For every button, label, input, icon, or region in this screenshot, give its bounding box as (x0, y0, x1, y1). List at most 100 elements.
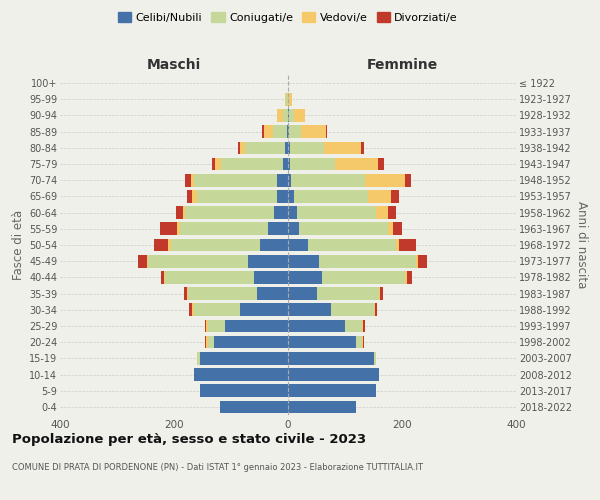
Bar (288, 368, 379, 381)
Bar (205, 336, 206, 348)
Bar (301, 126, 326, 138)
Bar (185, 206, 274, 219)
Bar (221, 158, 283, 170)
Bar (397, 238, 399, 252)
Bar (226, 320, 288, 332)
Bar (288, 271, 322, 283)
Bar (308, 238, 397, 252)
Bar (284, 93, 286, 106)
Bar (361, 142, 364, 154)
Bar (407, 271, 412, 283)
Bar (274, 206, 288, 219)
Bar (378, 158, 384, 170)
Bar (166, 271, 254, 283)
Bar (248, 255, 288, 268)
Bar (405, 271, 407, 283)
Bar (208, 320, 226, 332)
Bar (288, 352, 373, 364)
Bar (254, 271, 288, 283)
Bar (184, 288, 187, 300)
Bar (194, 368, 288, 381)
Bar (220, 400, 288, 413)
Bar (168, 238, 171, 252)
Bar (148, 255, 248, 268)
Bar (345, 320, 362, 332)
Bar (363, 336, 364, 348)
Bar (296, 206, 376, 219)
Bar (212, 158, 215, 170)
Bar (208, 336, 214, 348)
Bar (176, 206, 182, 219)
Bar (138, 255, 146, 268)
Bar (288, 206, 296, 219)
Bar (291, 174, 365, 186)
Bar (264, 126, 272, 138)
Y-axis label: Fasce di età: Fasce di età (11, 210, 25, 280)
Bar (285, 142, 288, 154)
Bar (260, 238, 288, 252)
Bar (288, 158, 290, 170)
Bar (379, 288, 380, 300)
Bar (277, 190, 288, 202)
Bar (239, 304, 288, 316)
Bar (324, 142, 361, 154)
Bar (418, 255, 427, 268)
Legend: Celibi/Nubili, Coniugati/e, Vedovi/e, Divorziati/e: Celibi/Nubili, Coniugati/e, Vedovi/e, Di… (113, 8, 463, 28)
Bar (205, 320, 206, 332)
Bar (289, 93, 292, 106)
Bar (187, 288, 188, 300)
Bar (283, 109, 288, 122)
Bar (399, 238, 416, 252)
Bar (194, 304, 239, 316)
Bar (290, 158, 335, 170)
Bar (405, 174, 410, 186)
Bar (239, 142, 245, 154)
Bar (288, 126, 289, 138)
Bar (197, 352, 200, 364)
Bar (287, 126, 288, 138)
Bar (376, 206, 388, 219)
Bar (416, 255, 418, 268)
Bar (362, 336, 363, 348)
Bar (185, 174, 191, 186)
Bar (257, 288, 288, 300)
Bar (192, 304, 194, 316)
Bar (262, 126, 264, 138)
Bar (289, 109, 294, 122)
Bar (388, 222, 394, 235)
Bar (388, 206, 397, 219)
Bar (160, 222, 177, 235)
Bar (288, 109, 289, 122)
Bar (391, 190, 399, 202)
Bar (288, 320, 345, 332)
Bar (288, 400, 356, 413)
Bar (288, 93, 289, 106)
Bar (187, 190, 192, 202)
Bar (188, 288, 257, 300)
Bar (238, 142, 239, 154)
Bar (317, 288, 379, 300)
Bar (289, 126, 301, 138)
Bar (288, 238, 308, 252)
Text: Maschi: Maschi (147, 58, 201, 72)
Bar (182, 206, 185, 219)
Bar (331, 304, 373, 316)
Bar (365, 174, 405, 186)
Bar (288, 304, 331, 316)
Bar (191, 174, 194, 186)
Bar (200, 352, 288, 364)
Y-axis label: Anni di nascita: Anni di nascita (575, 202, 589, 288)
Bar (194, 174, 277, 186)
Bar (288, 336, 356, 348)
Bar (322, 271, 405, 283)
Bar (283, 158, 288, 170)
Bar (206, 336, 208, 348)
Bar (288, 190, 294, 202)
Bar (362, 320, 363, 332)
Bar (299, 222, 388, 235)
Bar (268, 222, 288, 235)
Bar (288, 384, 376, 397)
Bar (245, 142, 285, 154)
Bar (180, 222, 268, 235)
Bar (161, 271, 164, 283)
